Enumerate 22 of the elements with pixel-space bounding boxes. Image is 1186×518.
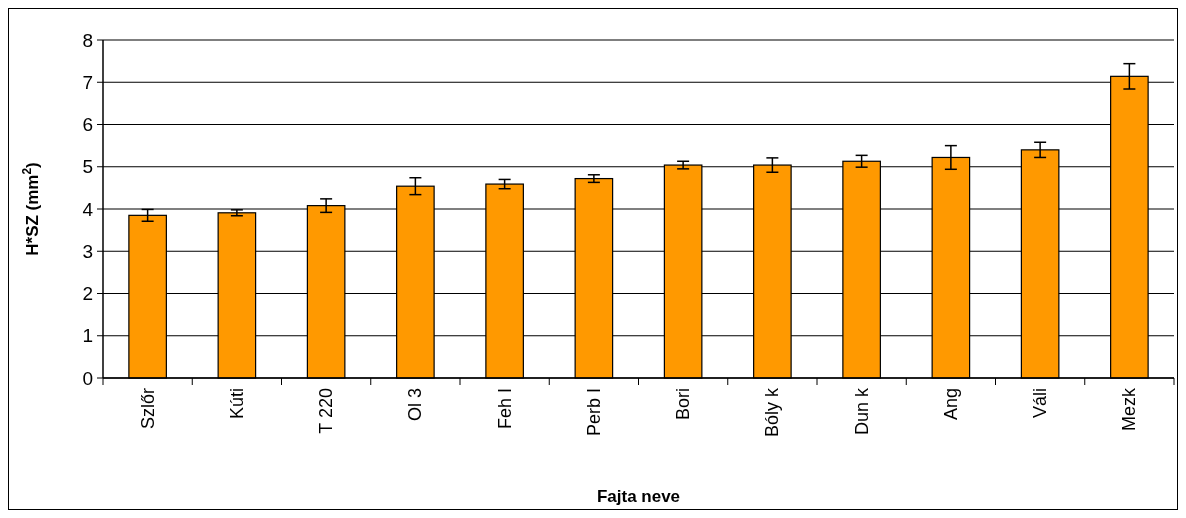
x-axis-title: Fajta neve (596, 487, 681, 506)
y-tick-label: 5 (82, 156, 93, 178)
x-tick-label: Mezk (1119, 387, 1140, 432)
y-tick-label: 2 (82, 283, 93, 305)
x-tick-label: Feh I (494, 388, 515, 430)
y-tick-label: 4 (82, 198, 94, 220)
y-tick-label: 8 (82, 29, 93, 51)
y-tick-label: 7 (82, 71, 93, 93)
y-tick-label: 3 (82, 240, 93, 262)
x-tick-label: Ang (940, 388, 961, 421)
x-tick-label: Bóly k (762, 387, 783, 438)
x-tick-label: T 220 (316, 388, 337, 434)
x-tick-label: Szlőr (137, 388, 158, 430)
x-tick-label: Ol 3 (405, 388, 426, 422)
y-tick-label: 0 (82, 367, 93, 389)
x-tick-label: Kúti (226, 388, 247, 420)
y-tick-label: 1 (82, 325, 93, 347)
x-tick-label: Váli (1030, 388, 1051, 419)
x-tick-label: Perb I (583, 388, 604, 437)
y-tick-label: 6 (82, 114, 93, 136)
x-tick-label: Dun k (851, 387, 872, 436)
x-tick-label: Bori (673, 388, 694, 421)
